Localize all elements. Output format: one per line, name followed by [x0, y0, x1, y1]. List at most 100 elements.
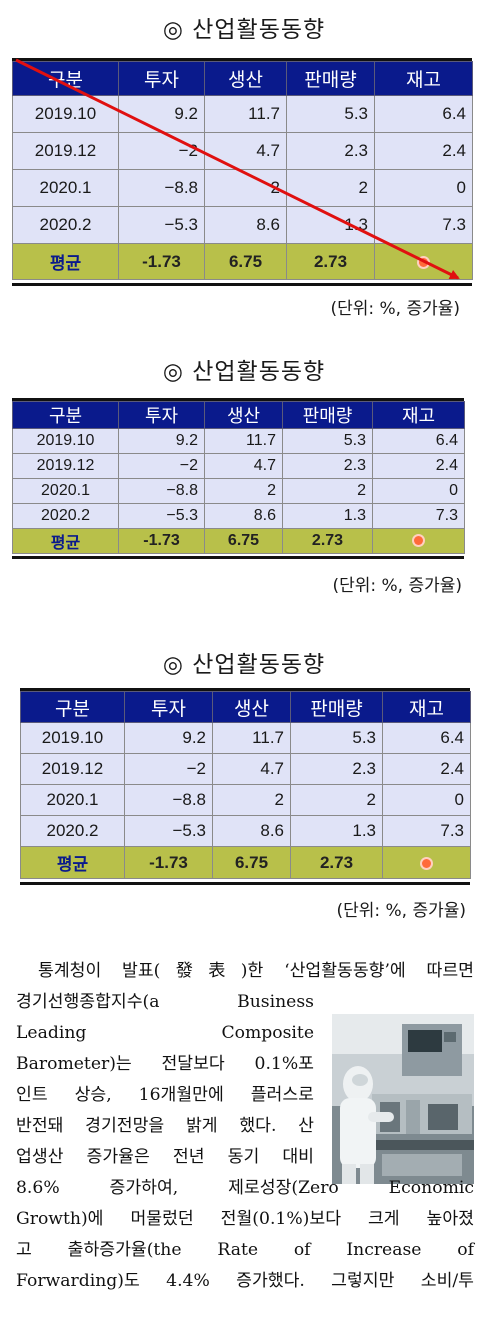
table-frame-3: [20, 688, 470, 885]
cell: −5.3: [124, 815, 213, 847]
paragraph-line: 경기선행종합지수(a Business: [16, 992, 314, 1012]
cell: 2: [290, 784, 383, 816]
table-header-row: 구분 투자 생산 판매량 재고: [12, 61, 473, 96]
cell: 2019.12: [12, 453, 119, 479]
cell: 8.6: [212, 815, 291, 847]
header-cell: 생산: [204, 61, 287, 96]
red-arrow-overlay: [15, 58, 460, 280]
cell: 9.2: [118, 95, 205, 133]
cell: −2: [118, 132, 205, 170]
header-cell: 구분: [20, 691, 125, 723]
unit-note-2: (단위: %, 증가율): [332, 576, 462, 596]
table-row: 2019.12 −2 4.7 2.3 2.4: [12, 453, 465, 479]
cell: [382, 846, 471, 879]
cell: 평균: [20, 846, 125, 879]
cell: 11.7: [204, 428, 283, 454]
header-cell: 판매량: [282, 401, 373, 429]
paragraph-line: 8.6% 증가하여, 제로성장(Zero Economic: [16, 1178, 474, 1198]
header-cell: 구분: [12, 401, 119, 429]
cell: −8.8: [118, 169, 205, 207]
cell: −8.8: [118, 478, 205, 504]
paragraph-line: 업생산 증가율은 전년 동기 대비: [16, 1147, 314, 1167]
cell: 6.4: [374, 95, 473, 133]
cell: 2.4: [372, 453, 465, 479]
cell: 1.3: [290, 815, 383, 847]
cell: 2: [282, 478, 373, 504]
cell: 6.75: [204, 243, 287, 280]
cell: −2: [124, 753, 213, 785]
cell: 8.6: [204, 206, 287, 244]
section-title-2: ◎ 산업활동동향: [162, 359, 326, 385]
factory-photo: [332, 1014, 474, 1184]
cell: 7.3: [372, 503, 465, 529]
cell: -1.73: [124, 846, 213, 879]
cell: 5.3: [290, 722, 383, 754]
header-cell: 판매량: [290, 691, 383, 723]
cell: 2.73: [282, 528, 373, 554]
table-frame-2: [12, 398, 464, 559]
cell: 2: [204, 478, 283, 504]
cell: −2: [118, 453, 205, 479]
table-row: 2020.1 −8.8 2 2 0: [12, 478, 465, 504]
header-cell: 투자: [118, 61, 205, 96]
cell: 2.73: [286, 243, 375, 280]
cell: 11.7: [212, 722, 291, 754]
paragraph-line: Leading Composite: [16, 1023, 314, 1043]
cell: 2: [212, 784, 291, 816]
paragraph-line: Barometer)는 전달보다 0.1%포: [16, 1054, 314, 1074]
table-row: 2020.2 −5.3 8.6 1.3 7.3: [20, 815, 471, 847]
cell: 0: [374, 169, 473, 207]
cell: 6.75: [212, 846, 291, 879]
header-cell: 재고: [372, 401, 465, 429]
header-cell: 판매량: [286, 61, 375, 96]
dot-marker: [422, 858, 431, 868]
cell: 2020.2: [12, 503, 119, 529]
cell: 4.7: [204, 132, 287, 170]
cell: 5.3: [286, 95, 375, 133]
average-row: 평균 -1.73 6.75 2.73: [12, 528, 465, 554]
cell: 9.2: [124, 722, 213, 754]
dot-marker: [414, 536, 423, 546]
unit-note-1: (단위: %, 증가율): [330, 299, 460, 319]
header-cell: 생산: [212, 691, 291, 723]
table-row: 2020.2 −5.3 8.6 1.3 7.3: [12, 503, 465, 529]
cell: 1.3: [282, 503, 373, 529]
cell: 평균: [12, 528, 119, 554]
cell: 9.2: [118, 428, 205, 454]
paragraph-line: 인트 상승, 16개월만에 플러스로: [16, 1085, 314, 1105]
table-row: 2019.10 9.2 11.7 5.3 6.4: [12, 95, 473, 133]
section-title-3: ◎ 산업활동동향: [162, 652, 326, 678]
cell: −5.3: [118, 503, 205, 529]
cell: 2019.12: [20, 753, 125, 785]
average-row: 평균 -1.73 6.75 2.73: [12, 243, 473, 280]
cell: 2019.10: [12, 428, 119, 454]
header-cell: 투자: [124, 691, 213, 723]
cell: [372, 528, 465, 554]
cell: 2020.1: [20, 784, 125, 816]
cell: 2.73: [290, 846, 383, 879]
table-row: 2019.10 9.2 11.7 5.3 6.4: [20, 722, 471, 754]
cell: -1.73: [118, 243, 205, 280]
header-cell: 재고: [382, 691, 471, 723]
paragraph-line: 통계청이 발표(發表)한 ‘산업활동동향’에 따르면: [38, 961, 474, 981]
cell: 0: [382, 784, 471, 816]
paragraph-line: Growth)에 머물렀던 전월(0.1%)보다 크게 높아졌: [16, 1209, 474, 1229]
cell: 2.3: [290, 753, 383, 785]
table-row: 2019.10 9.2 11.7 5.3 6.4: [12, 428, 465, 454]
cell: 2019.10: [12, 95, 119, 133]
table-frame-1: [12, 58, 472, 286]
cell: 2: [204, 169, 287, 207]
table-row: 2019.12 −2 4.7 2.3 2.4: [20, 753, 471, 785]
average-row: 평균 -1.73 6.75 2.73: [20, 846, 471, 879]
cell: 4.7: [212, 753, 291, 785]
paragraph-line: 고 출하증가율(the Rate of Increase of: [16, 1240, 474, 1260]
cell: −8.8: [124, 784, 213, 816]
cell: 2.4: [382, 753, 471, 785]
cell: 4.7: [204, 453, 283, 479]
cell: 2020.2: [20, 815, 125, 847]
header-cell: 생산: [204, 401, 283, 429]
header-cell: 투자: [118, 401, 205, 429]
cell: 5.3: [282, 428, 373, 454]
header-cell: 구분: [12, 61, 119, 96]
cell: 6.4: [382, 722, 471, 754]
